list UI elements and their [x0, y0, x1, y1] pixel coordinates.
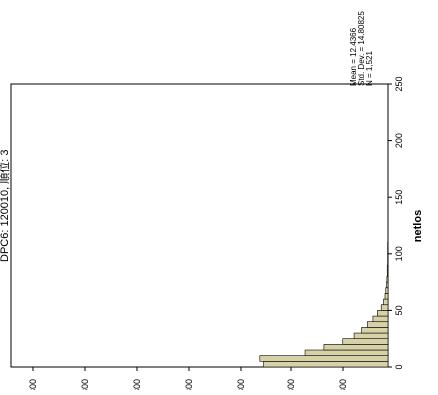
histogram-bar	[381, 305, 388, 311]
histogram-bar	[324, 344, 388, 350]
stats-n: N = 1,521	[365, 51, 374, 86]
x-tick-label: 0	[394, 364, 404, 369]
y-tick-label: 300	[236, 379, 246, 390]
y-tick-label: 300	[184, 379, 194, 390]
histogram-bar	[362, 327, 388, 333]
histogram-bar	[387, 276, 388, 282]
histogram-bar	[354, 333, 388, 339]
histogram-bar	[264, 361, 388, 367]
y-tick-label: 300	[80, 379, 90, 390]
y-tick-label: 300	[338, 379, 348, 390]
x-tick-label: 250	[394, 76, 404, 91]
histogram-bar	[387, 271, 388, 277]
histogram-bar	[387, 265, 388, 271]
histogram-bar	[260, 356, 388, 362]
histogram-bar	[386, 282, 388, 288]
x-tick-label: 200	[394, 133, 404, 148]
histogram-bar	[305, 350, 388, 356]
y-tick-label: 300	[286, 379, 296, 390]
y-tick-label: 300	[28, 379, 38, 390]
histogram-bar	[367, 322, 388, 328]
histogram-bar	[377, 310, 388, 316]
histogram-bar	[386, 288, 388, 294]
chart-title: DPC6: 120010, 順位: 3	[0, 149, 11, 262]
histogram-bar	[343, 339, 388, 345]
x-axis-label: netlos	[412, 210, 424, 242]
histogram-bar	[385, 293, 388, 299]
x-tick-label: 100	[394, 246, 404, 261]
x-tick-label: 50	[394, 305, 404, 315]
x-tick-label: 150	[394, 190, 404, 205]
y-tick-label: 300	[132, 379, 142, 390]
histogram-bar	[383, 299, 388, 305]
histogram-bar	[373, 316, 388, 322]
